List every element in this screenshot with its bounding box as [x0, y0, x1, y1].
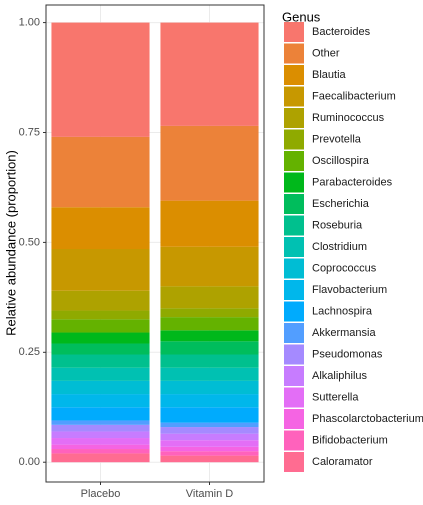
- legend-key: [284, 301, 304, 322]
- bar-segment: [51, 431, 150, 439]
- legend-key: [284, 22, 304, 42]
- legend-key: [284, 344, 304, 365]
- legend-key: [284, 129, 304, 150]
- bar-segment: [160, 394, 259, 408]
- legend-key: [284, 215, 304, 236]
- bar-segment: [160, 308, 259, 318]
- legend-label: Parabacteroides: [312, 176, 393, 188]
- legend-key: [284, 280, 304, 300]
- legend-key: [284, 430, 304, 451]
- bar-segment: [51, 310, 150, 320]
- legend-label: Oscillospira: [312, 155, 370, 167]
- bar-segment: [160, 286, 259, 309]
- bar-segment: [160, 341, 259, 355]
- y-tick-label: 1.00: [19, 16, 40, 28]
- bar-segment: [160, 125, 259, 201]
- bar-segment: [160, 455, 259, 463]
- panel-border: [45, 4, 265, 483]
- legend-label: Clostridium: [312, 241, 367, 253]
- bar-segment: [51, 407, 150, 421]
- legend-label: Sutterella: [312, 391, 359, 403]
- legend-key: [284, 65, 304, 85]
- y-tick-label: 0.25: [19, 346, 40, 358]
- y-tick-label: 0.00: [19, 456, 40, 468]
- legend-label: Flavobacterium: [312, 284, 387, 296]
- bar-segment: [160, 422, 259, 428]
- bar-segment: [160, 22, 259, 126]
- legend-label: Akkermansia: [312, 327, 376, 339]
- legend-key: [284, 409, 304, 429]
- bar-segment: [51, 438, 150, 445]
- bar-segment: [160, 451, 259, 456]
- legend-label: Other: [312, 47, 340, 59]
- legend-label: Caloramator: [312, 456, 373, 468]
- bar-segment: [51, 394, 150, 408]
- bar-segment: [160, 380, 259, 395]
- legend-label: Bacteroides: [312, 26, 371, 38]
- legend-label: Escherichia: [312, 198, 370, 210]
- legend-key: [284, 86, 304, 107]
- legend-label: Prevotella: [312, 133, 362, 145]
- legend-key: [284, 43, 304, 64]
- bar-segment: [51, 444, 150, 450]
- bar-segment: [160, 200, 259, 247]
- legend-key: [284, 258, 304, 279]
- legend-key: [284, 151, 304, 171]
- bar-segment: [51, 332, 150, 344]
- bar-segment: [160, 427, 259, 434]
- y-tick-label: 0.75: [19, 126, 40, 138]
- legend-title: Genus: [282, 9, 321, 24]
- bar-segment: [51, 136, 150, 208]
- bar-segment: [51, 343, 150, 355]
- bar-segment: [160, 367, 259, 381]
- legend-label: Lachnospira: [312, 305, 373, 317]
- legend-label: Ruminococcus: [312, 112, 385, 124]
- x-tick-label: Placebo: [81, 488, 121, 500]
- x-tick-label: Vitamin D: [186, 488, 234, 500]
- legend-label: Coprococcus: [312, 262, 377, 274]
- bar-segment: [51, 319, 150, 333]
- legend-key: [284, 237, 304, 257]
- legend-label: Blautia: [312, 69, 347, 81]
- bar-segment: [51, 367, 150, 381]
- bar-segment: [51, 207, 150, 249]
- legend-key: [284, 172, 304, 193]
- bar-segment: [160, 317, 259, 331]
- bar-segment: [160, 354, 259, 368]
- bar-segment: [160, 446, 259, 452]
- legend-label: Pseudomonas: [312, 348, 383, 360]
- bar-segment: [160, 433, 259, 441]
- bar-segment: [51, 449, 150, 454]
- legend-label: Alkaliphilus: [312, 370, 368, 382]
- legend-key: [284, 323, 304, 343]
- bar-segment: [51, 354, 150, 368]
- legend-key: [284, 387, 304, 408]
- bar-segment: [51, 424, 150, 432]
- bar-segment: [160, 246, 259, 287]
- bar-segment: [160, 330, 259, 342]
- y-axis-label: Relative abundance (proportion): [3, 150, 18, 336]
- legend-key: [284, 108, 304, 128]
- bar-segment: [51, 248, 150, 291]
- bar-segment: [51, 22, 150, 137]
- legend-key: [284, 194, 304, 214]
- legend-label: Faecalibacterium: [312, 90, 396, 102]
- y-tick-label: 0.50: [19, 236, 40, 248]
- bar-segment: [51, 380, 150, 395]
- bar-segment: [160, 440, 259, 447]
- bar-segment: [51, 453, 150, 463]
- legend-label: Roseburia: [312, 219, 363, 231]
- legend-key: [284, 366, 304, 386]
- legend-key: [284, 452, 304, 472]
- bar-segment: [160, 407, 259, 423]
- legend-label: Phascolarctobacterium: [312, 413, 423, 425]
- bar-segment: [51, 420, 150, 425]
- legend-label: Bifidobacterium: [312, 434, 388, 446]
- bar-segment: [51, 290, 150, 311]
